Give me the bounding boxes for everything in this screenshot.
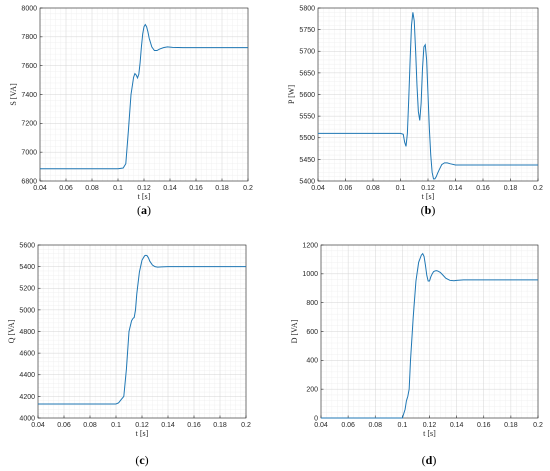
y-tick-label: 5750 xyxy=(299,27,315,34)
y-tick-label: 600 xyxy=(306,329,318,336)
y-tick-label: 7000 xyxy=(21,150,37,157)
y-tick-label: 0 xyxy=(314,415,318,422)
x-tick-label: 0.1 xyxy=(396,185,406,192)
y-tick-label: 5800 xyxy=(299,5,315,12)
y-tick-label: 5200 xyxy=(19,286,35,293)
y-tick-label: 400 xyxy=(306,358,318,365)
panel-caption: (d) xyxy=(422,453,437,467)
y-tick-label: 5550 xyxy=(299,114,315,121)
x-tick-label: 0.16 xyxy=(187,422,201,429)
y-tick-label: 5600 xyxy=(19,242,35,249)
x-tick-label: 0.04 xyxy=(311,185,325,192)
x-tick-label: 0.12 xyxy=(423,422,437,429)
x-tick-label: 0.08 xyxy=(366,185,380,192)
x-tick-label: 0.2 xyxy=(533,185,543,192)
x-tick-label: 0.12 xyxy=(137,185,151,192)
y-tick-label: 4400 xyxy=(19,372,35,379)
x-axis-label: t [s] xyxy=(423,429,436,438)
panel-caption-letter: c xyxy=(139,453,145,467)
y-tick-label: 7200 xyxy=(21,121,37,128)
panel-caption: (b) xyxy=(421,203,436,217)
x-axis-label: t [s] xyxy=(138,192,151,201)
grid xyxy=(37,244,247,419)
series-line-a-0 xyxy=(40,23,248,170)
x-tick-label: 0.16 xyxy=(476,185,490,192)
x-axis-label: t [s] xyxy=(422,192,435,201)
x-tick-label: 0.18 xyxy=(504,185,518,192)
panel-caption-letter: b xyxy=(425,203,432,217)
x-tick-label: 0.06 xyxy=(57,422,71,429)
x-tick-label: 0.1 xyxy=(111,422,121,429)
x-tick-label: 0.08 xyxy=(85,185,99,192)
panel-caption: (a) xyxy=(137,203,151,217)
y-axis-label: P [W] xyxy=(287,85,296,104)
chart-panel-a: 0.04 0.06 0.08 0.1 0.12 0.14 0.16 0.18 0.2 6800 70… xyxy=(9,5,253,217)
x-tick-label: 0.08 xyxy=(368,422,382,429)
y-tick-label: 6800 xyxy=(21,178,37,185)
x-tick-label: 0.06 xyxy=(339,185,353,192)
x-tick-label: 0.04 xyxy=(314,422,328,429)
x-axis-label: t [s] xyxy=(136,429,149,438)
series-line-b-0 xyxy=(318,12,538,180)
y-axis-label: Q [VA] xyxy=(7,319,16,343)
y-tick-label: 5400 xyxy=(19,264,35,271)
x-tick-label: 0.2 xyxy=(243,185,253,192)
y-tick-label: 4800 xyxy=(19,329,35,336)
x-tick-label: 0.04 xyxy=(33,185,47,192)
y-tick-label: 5000 xyxy=(19,307,35,314)
y-tick-label: 5450 xyxy=(299,157,315,164)
x-tick-label: 0.14 xyxy=(450,422,464,429)
x-tick-label: 0.08 xyxy=(83,422,97,429)
x-tick-label: 0.06 xyxy=(59,185,73,192)
y-tick-label: 1200 xyxy=(302,242,318,249)
x-tick-label: 0.2 xyxy=(241,422,251,429)
y-tick-label: 5400 xyxy=(299,178,315,185)
x-tick-label: 0.18 xyxy=(213,422,227,429)
x-tick-label: 0.16 xyxy=(189,185,203,192)
x-tick-label: 0.18 xyxy=(504,422,518,429)
y-tick-label: 4600 xyxy=(19,351,35,358)
series-line-d-0 xyxy=(321,252,538,419)
grid xyxy=(320,244,539,419)
x-tick-label: 0.14 xyxy=(449,185,463,192)
x-tick-label: 0.18 xyxy=(215,185,229,192)
panel-caption: (c) xyxy=(135,453,148,467)
y-tick-label: 7800 xyxy=(21,34,37,41)
x-tick-label: 0.06 xyxy=(341,422,355,429)
y-tick-label: 8000 xyxy=(21,5,37,12)
y-tick-label: 800 xyxy=(306,300,318,307)
chart-panel-c: 0.04 0.06 0.08 0.1 0.12 0.14 0.16 0.18 0.2 4000 42… xyxy=(7,242,251,467)
y-tick-label: 5650 xyxy=(299,70,315,77)
x-tick-label: 0.2 xyxy=(533,422,543,429)
panel-caption-letter: a xyxy=(141,203,147,217)
x-tick-label: 0.04 xyxy=(31,422,45,429)
x-tick-label: 0.1 xyxy=(113,185,123,192)
y-tick-label: 4000 xyxy=(19,415,35,422)
y-tick-label: 5700 xyxy=(299,49,315,56)
y-tick-label: 1000 xyxy=(302,271,318,278)
x-tick-label: 0.14 xyxy=(163,185,177,192)
y-tick-label: 7600 xyxy=(21,63,37,70)
chart-panel-d: 0.04 0.06 0.08 0.1 0.12 0.14 0.16 0.18 0.2 0 200 40… xyxy=(290,242,543,467)
y-tick-label: 7400 xyxy=(21,92,37,99)
x-tick-label: 0.16 xyxy=(477,422,491,429)
panel-caption-letter: d xyxy=(426,453,433,467)
y-tick-label: 5500 xyxy=(299,135,315,142)
y-tick-label: 4200 xyxy=(19,394,35,401)
series-line-c-0 xyxy=(38,254,246,405)
grid xyxy=(39,7,249,182)
y-axis-label: S [VA] xyxy=(9,83,18,106)
y-tick-label: 5600 xyxy=(299,92,315,99)
x-tick-label: 0.14 xyxy=(161,422,175,429)
y-tick-label: 200 xyxy=(306,387,318,394)
y-axis-label: D [VA] xyxy=(290,319,299,343)
x-tick-label: 0.12 xyxy=(421,185,435,192)
grid xyxy=(317,7,539,182)
chart-panel-b: 0.04 0.06 0.08 0.1 0.12 0.14 0.16 0.18 0.2 5400 54… xyxy=(287,5,543,217)
x-tick-label: 0.1 xyxy=(398,422,408,429)
x-tick-label: 0.12 xyxy=(135,422,149,429)
